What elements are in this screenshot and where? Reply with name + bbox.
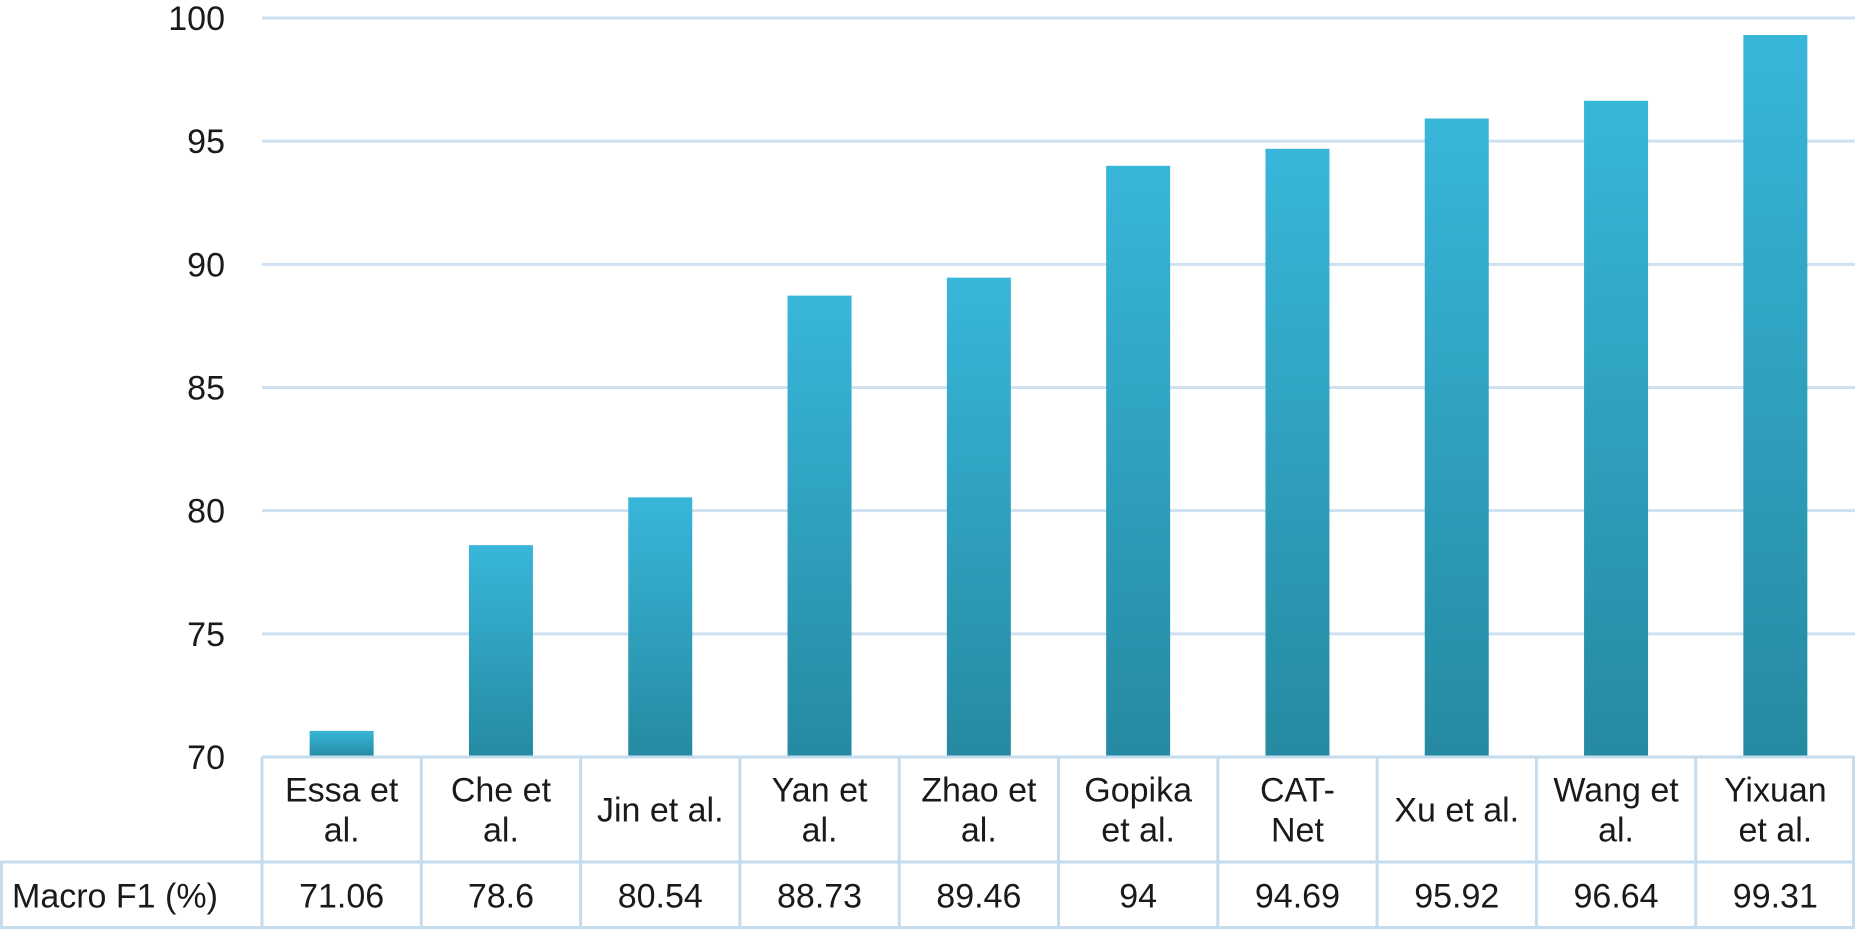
- category-label: Yan et: [772, 772, 868, 810]
- bar: [468, 545, 533, 757]
- value-label: 71.06: [299, 878, 384, 916]
- bar: [1584, 100, 1649, 757]
- category-label: al.: [324, 812, 360, 850]
- y-tick-label: 80: [187, 493, 225, 531]
- value-label: 96.64: [1574, 878, 1659, 916]
- bar: [1424, 118, 1489, 757]
- value-label: 99.31: [1733, 878, 1818, 916]
- category-label: al.: [483, 812, 519, 850]
- category-label: Yixuan: [1724, 772, 1827, 810]
- category-label: Xu et al.: [1394, 792, 1519, 830]
- y-tick-label: 75: [187, 616, 225, 654]
- y-tick-label: 90: [187, 246, 225, 284]
- category-label: al.: [1598, 812, 1634, 850]
- category-label: al.: [961, 812, 997, 850]
- category-label: Net: [1271, 812, 1324, 850]
- category-label: et al.: [1101, 812, 1175, 850]
- value-label: 78.6: [468, 878, 534, 916]
- bar: [787, 295, 852, 757]
- bar: [1265, 148, 1330, 758]
- value-label: 89.46: [936, 878, 1021, 916]
- value-label: 94.69: [1255, 878, 1340, 916]
- bar: [309, 730, 374, 757]
- bars: [309, 34, 1808, 758]
- bar: [1743, 34, 1808, 757]
- category-label: et al.: [1738, 812, 1812, 850]
- y-tick-label: 100: [168, 0, 225, 38]
- y-tick-label: 85: [187, 370, 225, 408]
- category-label: Wang et: [1553, 772, 1679, 810]
- category-label: Gopika: [1084, 772, 1192, 810]
- category-label: Zhao et: [921, 772, 1037, 810]
- category-label: CAT-: [1260, 772, 1335, 810]
- series-row-header: Macro F1 (%): [12, 878, 218, 916]
- bar: [1106, 165, 1171, 758]
- category-label: Jin et al.: [597, 792, 724, 830]
- y-tick-label: 95: [187, 123, 225, 161]
- bar: [628, 497, 693, 757]
- bar: [946, 277, 1011, 757]
- value-label: 88.73: [777, 878, 862, 916]
- value-label: 80.54: [618, 878, 703, 916]
- value-label: 94: [1119, 878, 1157, 916]
- category-label: Che et: [451, 772, 552, 810]
- y-tick-label: 70: [187, 739, 225, 777]
- y-axis-tick-labels: 70 75 80 85 90 95 100: [168, 0, 225, 777]
- value-label: 95.92: [1414, 878, 1499, 916]
- category-label: al.: [802, 812, 838, 850]
- category-label: Essa et: [285, 772, 399, 810]
